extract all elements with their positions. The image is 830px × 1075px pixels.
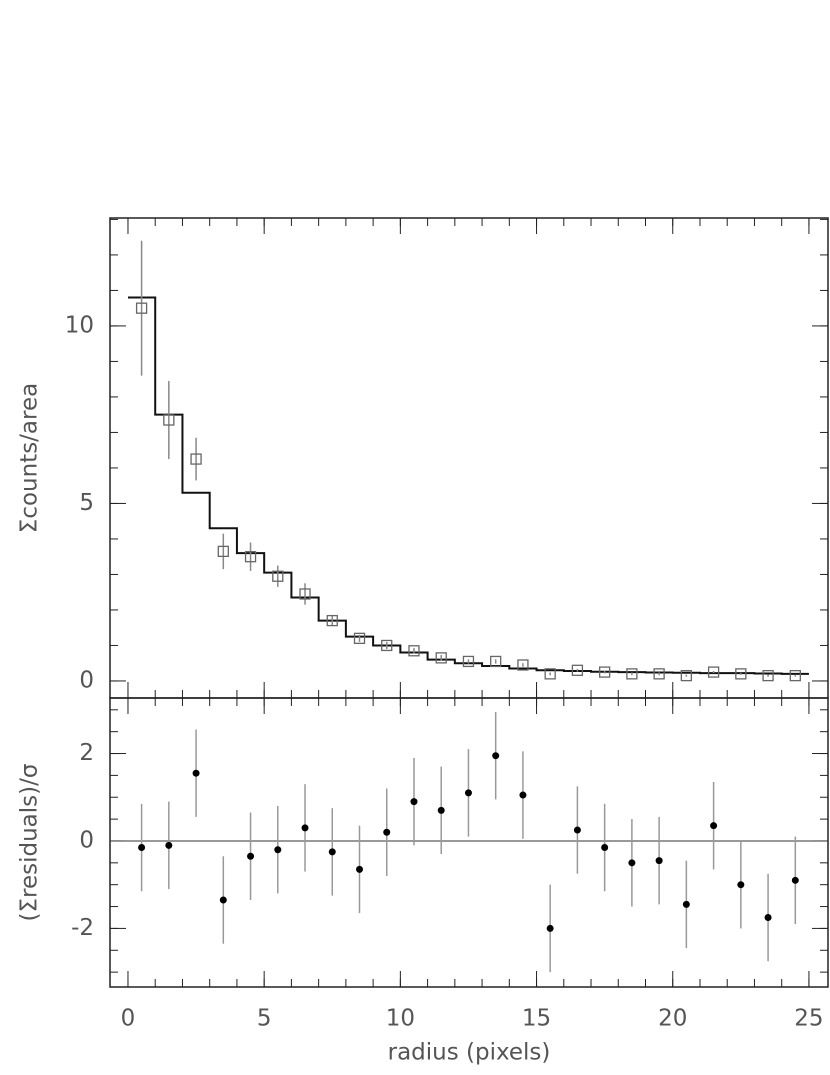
point <box>328 848 336 856</box>
y-tick-label: 10 <box>65 312 94 338</box>
point <box>735 668 747 680</box>
point <box>138 844 146 852</box>
point <box>437 806 445 814</box>
point <box>573 826 581 834</box>
point <box>135 302 148 314</box>
point <box>435 652 447 664</box>
point <box>680 669 693 682</box>
point <box>356 865 364 873</box>
point <box>381 639 393 652</box>
point <box>789 669 801 682</box>
x-tick-label: 5 <box>257 1006 272 1032</box>
point <box>653 668 665 680</box>
point <box>626 668 638 680</box>
point <box>492 752 500 760</box>
point <box>408 645 420 657</box>
point <box>737 881 745 889</box>
x-tick-label: 25 <box>794 1006 823 1032</box>
point <box>274 846 282 854</box>
point <box>247 852 255 860</box>
point <box>601 844 609 852</box>
point <box>301 824 309 832</box>
point <box>490 655 502 668</box>
point <box>655 857 663 865</box>
frame <box>109 217 829 699</box>
point <box>192 769 200 777</box>
point <box>272 570 284 582</box>
y-tick-label: 0 <box>79 667 94 693</box>
point <box>299 588 311 600</box>
y-axis-label: Σcounts/area <box>17 383 43 533</box>
x-tick-label: 20 <box>658 1006 687 1032</box>
point <box>710 822 718 830</box>
point <box>462 655 475 668</box>
frame <box>109 697 829 988</box>
point <box>383 828 391 836</box>
point <box>791 876 799 884</box>
y-tick-label: -2 <box>71 915 94 941</box>
point <box>217 545 229 558</box>
point <box>707 666 720 678</box>
y-tick-label: 0 <box>79 827 94 853</box>
point <box>163 414 175 426</box>
x-tick-label: 10 <box>386 1006 415 1032</box>
y-axis-label: (Σresiduals)/σ <box>17 764 43 922</box>
x-tick-label: 15 <box>522 1006 551 1032</box>
y-tick-label: 2 <box>79 740 94 766</box>
point <box>682 900 690 908</box>
point <box>519 791 527 799</box>
point <box>517 659 529 671</box>
point <box>764 913 772 921</box>
point <box>571 664 584 676</box>
y-tick-label: 5 <box>79 490 94 516</box>
point <box>762 669 774 682</box>
point <box>165 841 173 849</box>
x-tick-label: 0 <box>121 1006 136 1032</box>
point <box>190 453 202 465</box>
point <box>546 924 554 932</box>
point <box>219 896 227 904</box>
point <box>544 668 556 680</box>
x-axis-label: radius (pixels) <box>388 1040 551 1066</box>
point <box>628 859 636 867</box>
point <box>353 632 366 645</box>
point <box>598 666 611 678</box>
point <box>410 798 418 806</box>
point <box>464 789 472 797</box>
point <box>326 614 338 627</box>
model-step <box>127 296 809 675</box>
point <box>244 551 257 563</box>
